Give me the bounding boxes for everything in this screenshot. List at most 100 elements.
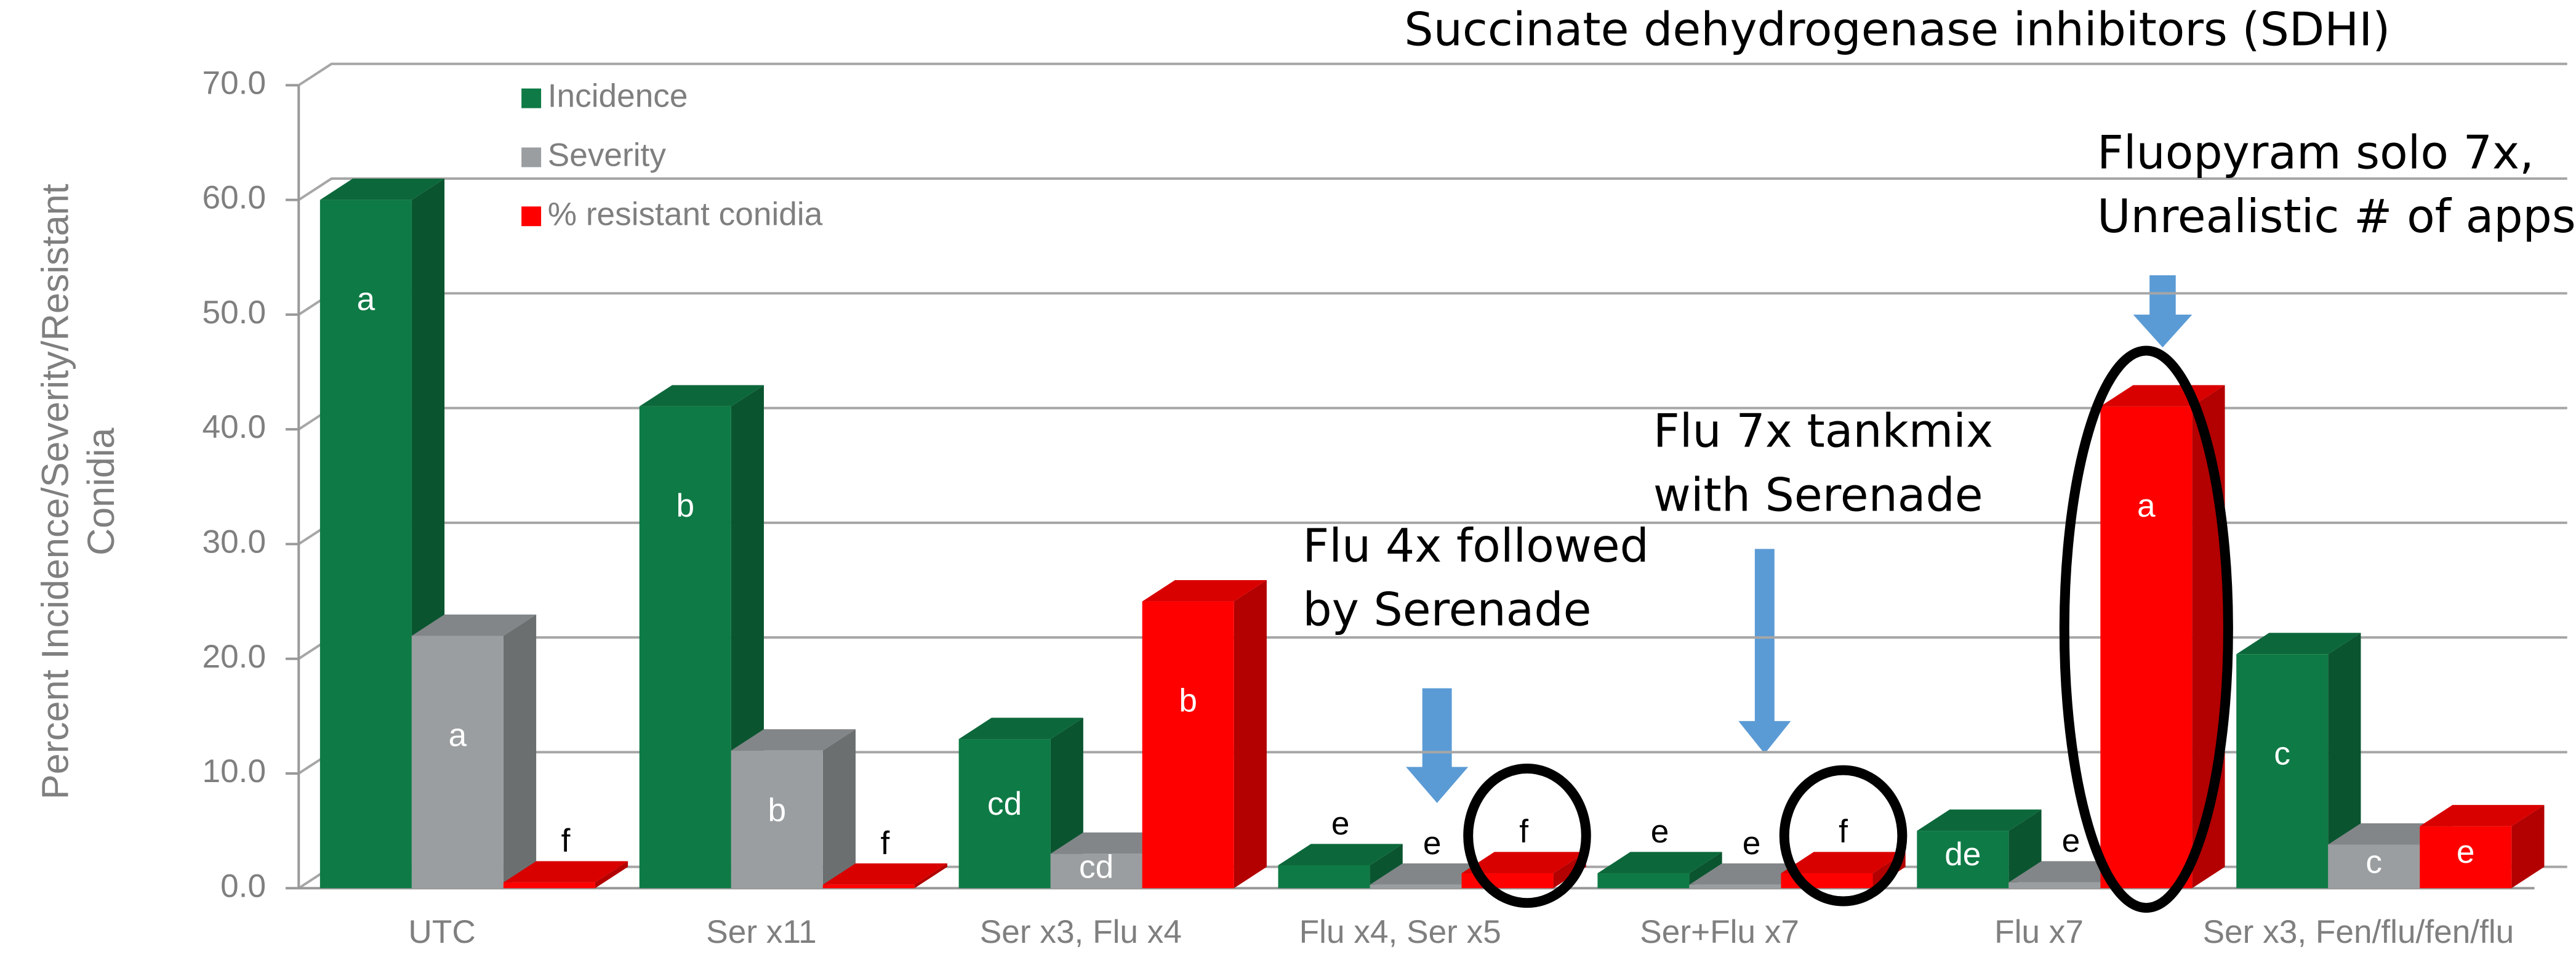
- bar-side: [2511, 805, 2545, 889]
- legend-label: % resistant conidia: [548, 196, 823, 232]
- x-tick-label: Ser x11: [706, 914, 816, 950]
- bar-letter: f: [1839, 814, 1848, 850]
- bar-letter: e: [2062, 823, 2080, 859]
- y-tick-label: 20.0: [202, 639, 266, 675]
- bar-top: [822, 863, 948, 885]
- bar-side: [503, 614, 537, 889]
- annotation: Flu 4x followed: [1302, 519, 1648, 573]
- bar-top: [1597, 852, 1722, 874]
- bar-letter: e: [1743, 825, 1761, 862]
- bar-letter: a: [357, 281, 375, 318]
- x-tick-label: Ser x3, Flu x4: [980, 914, 1182, 950]
- bar-side: [914, 863, 948, 889]
- legend-label: Severity: [548, 137, 667, 174]
- grid-line: [298, 406, 2567, 430]
- bar: [503, 882, 595, 889]
- bar-side: [1234, 579, 1267, 889]
- arrow: [2133, 275, 2193, 348]
- bar: [1370, 884, 1462, 889]
- bar-letter: f: [1519, 814, 1528, 850]
- legend-swatch: [521, 206, 542, 227]
- bar: [639, 406, 731, 889]
- bar-top: [2420, 805, 2545, 826]
- y-tick-label: 10.0: [202, 753, 266, 789]
- bar: [731, 750, 823, 889]
- bar-letter: c: [2365, 844, 2382, 880]
- bar-letter: a: [2137, 488, 2156, 524]
- bar: [1597, 873, 1690, 889]
- bar: [319, 200, 412, 889]
- bar-letter: e: [2457, 834, 2475, 870]
- chart-title: Succinate dehydrogenase inhibitors (SDHI…: [1404, 3, 2390, 57]
- bar-top: [503, 861, 628, 882]
- highlight-ellipse: [1463, 764, 1591, 908]
- bar-letter: f: [561, 823, 571, 859]
- grid-line: [298, 177, 2567, 201]
- bar: [822, 884, 915, 889]
- bar-top: [411, 614, 537, 636]
- bar-top: [1278, 844, 1403, 865]
- y-axis-label: Percent Incidence/Severity/Resistant Con…: [34, 184, 122, 799]
- bar: [1050, 854, 1142, 889]
- bar-letter: e: [1423, 825, 1442, 862]
- y-tick-label: 0.0: [220, 868, 266, 904]
- bar-top: [2236, 632, 2361, 655]
- bar: [1917, 831, 2009, 889]
- bar: [1278, 865, 1370, 889]
- bar-letter: b: [1179, 683, 1197, 719]
- annotation: Fluopyram solo 7x,: [2097, 126, 2534, 179]
- bar: [411, 636, 504, 889]
- x-tick-label: UTC: [408, 914, 475, 950]
- x-tick-label: Flu x7: [1994, 914, 2084, 950]
- legend-swatch: [521, 147, 542, 168]
- y-axis-label-line: Conidia: [80, 427, 122, 555]
- bar-letter: c: [2274, 735, 2290, 772]
- bar-letter: cd: [1079, 849, 1113, 886]
- bar-top: [319, 179, 445, 200]
- x-tick-label: Ser+Flu x7: [1640, 914, 1799, 950]
- y-tick-label: 60.0: [202, 180, 266, 216]
- legend-label: Incidence: [548, 78, 688, 115]
- bar-letter: f: [881, 825, 890, 862]
- annotation: with Serenade: [1653, 468, 1983, 522]
- arrow: [1738, 549, 1791, 754]
- bar: [2420, 826, 2512, 889]
- bar-top: [958, 717, 1083, 740]
- bar-side: [595, 861, 628, 889]
- y-tick-label: 40.0: [202, 409, 266, 445]
- bar-side: [1370, 844, 1403, 889]
- annotation: Unrealistic # of apps: [2097, 190, 2576, 243]
- legend-swatch: [521, 88, 542, 108]
- highlight-ellipse: [2059, 345, 2233, 913]
- bar-letter: b: [676, 488, 694, 524]
- bar: [2100, 406, 2193, 889]
- x-tick-label: Ser x3, Fen/flu/fen/flu: [2203, 914, 2514, 950]
- bar-top: [731, 729, 856, 751]
- y-tick-label: 50.0: [202, 294, 266, 331]
- bar: [1142, 601, 1234, 889]
- highlight-ellipse: [1779, 765, 1908, 907]
- bar: [2328, 844, 2420, 889]
- y-tick-label: 30.0: [202, 524, 266, 560]
- y-axis-label-line: Percent Incidence/Severity/Resistant: [34, 184, 76, 799]
- bar: [958, 739, 1051, 889]
- x-tick-label: Flu x4, Ser x5: [1299, 914, 1501, 950]
- grid-line: [298, 292, 2567, 316]
- bar-top: [1461, 852, 1586, 874]
- bar-top: [1781, 852, 1906, 874]
- bar-side: [822, 729, 856, 889]
- annotation: by Serenade: [1302, 583, 1591, 637]
- bar-side: [1689, 852, 1722, 889]
- bar-top: [1142, 579, 1267, 602]
- bar: [2008, 882, 2101, 889]
- bar: [2236, 654, 2329, 889]
- bar-letter: b: [768, 792, 786, 828]
- bar-top: [1917, 809, 2042, 831]
- arrow: [1406, 688, 1469, 803]
- bar-letter: a: [449, 717, 467, 753]
- y-tick-label: 70.0: [202, 65, 266, 101]
- bar-side: [2328, 632, 2361, 889]
- bar-letter: de: [1944, 836, 1981, 873]
- bar-letter: e: [1331, 806, 1350, 842]
